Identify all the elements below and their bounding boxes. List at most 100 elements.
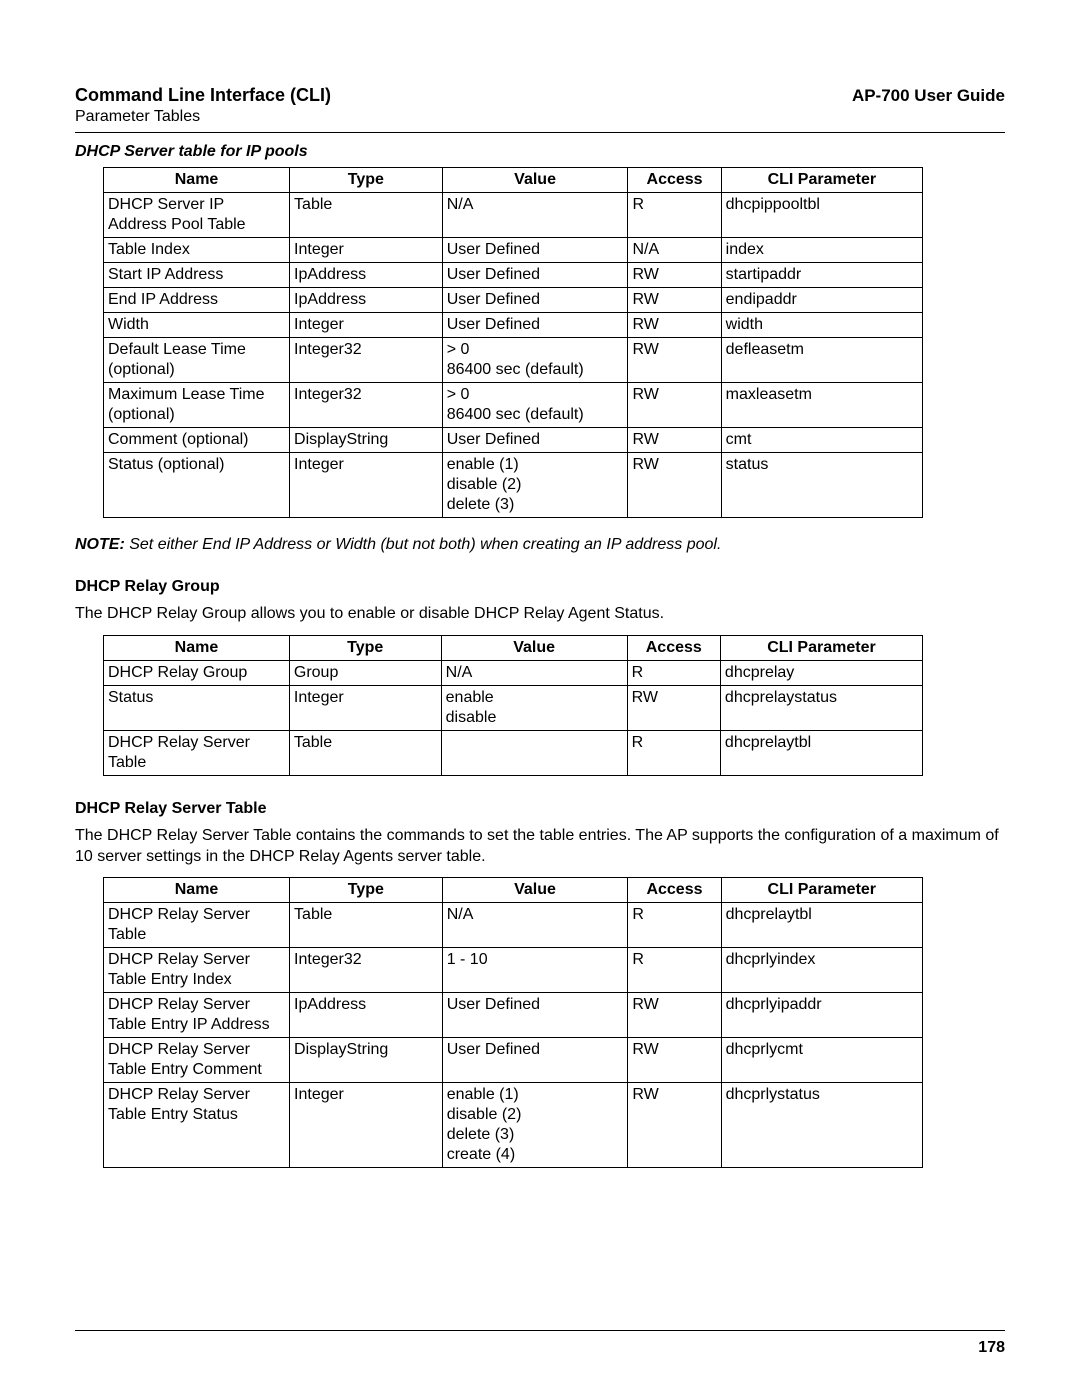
col-header-access: Access	[628, 878, 721, 903]
table-cell: dhcprelaytbl	[720, 730, 922, 775]
page: Command Line Interface (CLI) AP-700 User…	[0, 0, 1080, 1397]
table-row: DHCP Relay Server Table Entry CommentDis…	[104, 1038, 923, 1083]
table-cell: Width	[104, 313, 290, 338]
table-cell: R	[627, 730, 720, 775]
table-row: DHCP Server IP Address Pool TableTableN/…	[104, 193, 923, 238]
table-cell: DHCP Relay Server Table	[104, 730, 290, 775]
table-cell: defleasetm	[721, 338, 922, 383]
table-cell: index	[721, 238, 922, 263]
table-row: Default Lease Time (optional)Integer32> …	[104, 338, 923, 383]
table-cell: RW	[628, 1038, 721, 1083]
table-row: StatusIntegerenabledisableRWdhcprelaysta…	[104, 685, 923, 730]
table-row: DHCP Relay Server TableTableN/ARdhcprela…	[104, 903, 923, 948]
table-cell: Comment (optional)	[104, 428, 290, 453]
table-cell: dhcprlystatus	[721, 1083, 922, 1168]
table-cell: User Defined	[442, 313, 628, 338]
table-cell: R	[628, 903, 721, 948]
table-cell: DHCP Relay Group	[104, 660, 290, 685]
table-cell: width	[721, 313, 922, 338]
col-header-cli: CLI Parameter	[720, 635, 922, 660]
table-row: DHCP Relay Server Table Entry IndexInteg…	[104, 948, 923, 993]
table-cell: dhcprlyindex	[721, 948, 922, 993]
section3-intro: The DHCP Relay Server Table contains the…	[75, 826, 1005, 868]
table-cell: Group	[289, 660, 441, 685]
table-cell: > 086400 sec (default)	[442, 383, 628, 428]
header-divider	[75, 132, 1005, 133]
table-cell: IpAddress	[290, 288, 443, 313]
table-cell: dhcprelaystatus	[720, 685, 922, 730]
table-row: Status (optional)Integerenable (1)disabl…	[104, 453, 923, 518]
table-row: WidthIntegerUser DefinedRWwidth	[104, 313, 923, 338]
table-row: DHCP Relay Server Table Entry StatusInte…	[104, 1083, 923, 1168]
table-cell: Maximum Lease Time (optional)	[104, 383, 290, 428]
table-cell: startipaddr	[721, 263, 922, 288]
table-header-row: Name Type Value Access CLI Parameter	[104, 635, 923, 660]
table-row: DHCP Relay Server TableTableRdhcprelaytb…	[104, 730, 923, 775]
table-cell: R	[628, 193, 721, 238]
section3-heading: DHCP Relay Server Table	[75, 800, 1005, 818]
table-cell: Integer	[290, 238, 443, 263]
table-cell: Table	[290, 193, 443, 238]
table-cell: Table	[290, 903, 443, 948]
table-cell: DHCP Relay Server Table Entry IP Address	[104, 993, 290, 1038]
col-header-value: Value	[441, 635, 627, 660]
col-header-value: Value	[442, 878, 628, 903]
footer-divider	[75, 1330, 1005, 1331]
note-label: NOTE:	[75, 536, 125, 553]
page-number: 178	[75, 1339, 1005, 1357]
col-header-cli: CLI Parameter	[721, 878, 922, 903]
table-row: Maximum Lease Time (optional)Integer32> …	[104, 383, 923, 428]
table-cell: endipaddr	[721, 288, 922, 313]
table-cell: Integer32	[290, 338, 443, 383]
col-header-type: Type	[289, 635, 441, 660]
table-cell: RW	[628, 383, 721, 428]
section1-table: Name Type Value Access CLI Parameter DHC…	[103, 167, 923, 518]
table-cell: RW	[628, 338, 721, 383]
table-cell: dhcprelay	[720, 660, 922, 685]
table-cell: Integer32	[290, 948, 443, 993]
table-cell: status	[721, 453, 922, 518]
col-header-type: Type	[290, 878, 443, 903]
section2-intro: The DHCP Relay Group allows you to enabl…	[75, 604, 1005, 625]
col-header-name: Name	[104, 168, 290, 193]
table-cell: RW	[628, 993, 721, 1038]
section2-heading: DHCP Relay Group	[75, 578, 1005, 596]
header-guide: AP-700 User Guide	[852, 86, 1005, 106]
table-cell: cmt	[721, 428, 922, 453]
note: NOTE: Set either End IP Address or Width…	[75, 536, 1005, 554]
table-cell: Integer32	[290, 383, 443, 428]
table-row: DHCP Relay Server Table Entry IP Address…	[104, 993, 923, 1038]
table-cell: dhcprelaytbl	[721, 903, 922, 948]
header-left: Command Line Interface (CLI)	[75, 85, 331, 106]
section3-table: Name Type Value Access CLI Parameter DHC…	[103, 877, 923, 1168]
table-row: Comment (optional)DisplayStringUser Defi…	[104, 428, 923, 453]
table-header-row: Name Type Value Access CLI Parameter	[104, 878, 923, 903]
table-cell: N/A	[441, 660, 627, 685]
table-cell: DHCP Relay Server Table Entry Index	[104, 948, 290, 993]
table-cell: R	[628, 948, 721, 993]
header-subtitle: Parameter Tables	[75, 108, 1005, 126]
table-cell: N/A	[442, 193, 628, 238]
table-cell: RW	[628, 428, 721, 453]
table-cell: DHCP Relay Server Table	[104, 903, 290, 948]
table-cell: Integer	[289, 685, 441, 730]
table-cell: Status (optional)	[104, 453, 290, 518]
table-cell: enable (1)disable (2)delete (3)	[442, 453, 628, 518]
table-cell: DisplayString	[290, 1038, 443, 1083]
col-header-cli: CLI Parameter	[721, 168, 922, 193]
table-cell: Start IP Address	[104, 263, 290, 288]
col-header-name: Name	[104, 635, 290, 660]
table-cell: 1 - 10	[442, 948, 628, 993]
table-row: Start IP AddressIpAddressUser DefinedRWs…	[104, 263, 923, 288]
table-cell: maxleasetm	[721, 383, 922, 428]
table-cell: Integer	[290, 1083, 443, 1168]
table-cell: RW	[628, 1083, 721, 1168]
table-cell: IpAddress	[290, 263, 443, 288]
table-cell: End IP Address	[104, 288, 290, 313]
table-cell: R	[627, 660, 720, 685]
table-cell: User Defined	[442, 428, 628, 453]
section2-table: Name Type Value Access CLI Parameter DHC…	[103, 635, 923, 776]
table-cell: DHCP Relay Server Table Entry Comment	[104, 1038, 290, 1083]
table-row: End IP AddressIpAddressUser DefinedRWend…	[104, 288, 923, 313]
table-cell: Integer	[290, 453, 443, 518]
